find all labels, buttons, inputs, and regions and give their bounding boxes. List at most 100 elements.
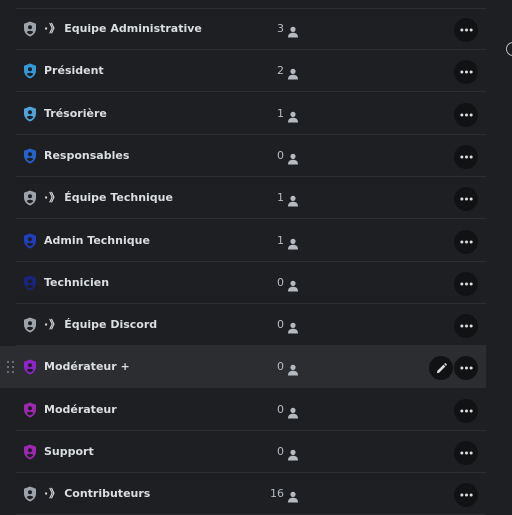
member-count: 0: [277, 148, 284, 162]
shield-icon: [23, 63, 37, 79]
role-prefix: ·》: [44, 22, 62, 35]
member-count: 1: [277, 106, 284, 120]
more-dots-icon: [459, 366, 473, 370]
role-row[interactable]: Support 0: [0, 431, 486, 473]
role-name: ·》 Équipe Discord: [44, 304, 157, 346]
more-options-button[interactable]: [454, 314, 478, 339]
role-row[interactable]: Trésorière 1: [0, 93, 486, 135]
more-options-button[interactable]: [454, 102, 478, 127]
role-row[interactable]: ·》 Équipe Technique 1: [0, 177, 486, 220]
role-name: Admin Technique: [44, 220, 150, 262]
person-icon: [287, 446, 299, 461]
member-count: 0: [277, 275, 284, 289]
more-options-button[interactable]: [454, 483, 478, 508]
role-name: Technicien: [44, 262, 109, 304]
more-dots-icon: [459, 155, 473, 159]
more-dots-icon: [459, 493, 473, 497]
member-count: 3: [277, 22, 284, 35]
role-name: Président: [44, 50, 104, 92]
more-options-button[interactable]: [454, 229, 478, 254]
person-icon: [287, 277, 299, 292]
more-options-button[interactable]: [454, 356, 478, 381]
person-icon: [287, 488, 299, 503]
role-row[interactable]: Président 2: [0, 50, 486, 93]
person-icon: [287, 361, 299, 376]
role-name-label: Responsables: [44, 148, 130, 162]
edit-role-button[interactable]: [429, 356, 453, 381]
member-count: 1: [277, 191, 284, 205]
person-icon: [287, 319, 299, 334]
drag-handle-icon[interactable]: [7, 361, 15, 373]
role-row[interactable]: Technicien 0: [0, 262, 486, 304]
row-divider: [16, 218, 486, 220]
role-row[interactable]: Admin Technique 1: [0, 220, 486, 262]
row-divider: [16, 345, 486, 347]
role-row[interactable]: ·》 Contributeurs 16: [0, 473, 486, 515]
shield-icon: [23, 233, 37, 249]
role-name-label: Trésorière: [44, 106, 107, 120]
role-name: ·》 Contributeurs: [44, 473, 150, 515]
role-row[interactable]: ·》 Équipe Discord 0: [0, 304, 486, 347]
member-count: 2: [277, 64, 284, 78]
shield-icon: [23, 106, 37, 122]
role-name: Support: [44, 431, 94, 473]
role-name-label: Contributeurs: [64, 487, 151, 501]
person-icon: [287, 65, 299, 80]
row-divider: [16, 472, 486, 473]
row-divider: [16, 91, 486, 93]
row-divider: [16, 429, 486, 431]
role-row[interactable]: ·》 Equipe Administrative 3: [0, 8, 486, 50]
role-name-label: Modérateur: [44, 402, 117, 416]
shield-icon: [23, 148, 37, 164]
member-count: 16: [270, 487, 284, 501]
role-name: Trésorière: [44, 93, 107, 135]
role-name: ·》 Equipe Administrative: [44, 8, 202, 50]
person-icon: [287, 150, 299, 165]
more-options-button[interactable]: [454, 144, 478, 169]
more-dots-icon: [459, 409, 473, 413]
more-options-button[interactable]: [454, 60, 478, 85]
role-name-label: Technicien: [44, 275, 110, 289]
member-count: 0: [277, 402, 284, 416]
role-name-label: Équipe Discord: [64, 318, 158, 332]
member-count: 0: [277, 318, 284, 332]
pencil-icon: [436, 363, 447, 374]
more-dots-icon: [459, 451, 473, 455]
row-divider: [16, 302, 486, 304]
member-count: 1: [277, 233, 284, 247]
more-options-button[interactable]: [454, 271, 478, 296]
role-name-label: Équipe Technique: [64, 191, 173, 205]
more-options-button[interactable]: [454, 187, 478, 212]
more-dots-icon: [459, 282, 473, 286]
role-name-label: Equipe Administrative: [64, 22, 202, 35]
role-name: Responsables: [44, 135, 129, 177]
role-row[interactable]: Modérateur 0: [0, 389, 486, 431]
shield-icon: [23, 190, 37, 206]
row-divider: [16, 260, 486, 262]
member-count: 0: [277, 360, 284, 374]
more-dots-icon: [459, 28, 473, 32]
person-icon: [287, 108, 299, 123]
person-icon: [287, 235, 299, 249]
more-options-button[interactable]: [454, 441, 478, 465]
divider: [16, 8, 486, 9]
more-options-button[interactable]: [454, 18, 478, 42]
more-dots-icon: [459, 70, 473, 74]
person-icon: [287, 192, 299, 207]
shield-icon: [23, 402, 37, 418]
role-name: Modérateur: [44, 389, 117, 431]
shield-icon: [23, 444, 37, 460]
row-divider: [16, 133, 486, 135]
more-options-button[interactable]: [454, 398, 478, 423]
role-name: ·》 Équipe Technique: [44, 177, 173, 219]
role-name: Modérateur +: [44, 346, 130, 388]
role-name-label: Président: [44, 64, 104, 78]
shield-icon: [23, 317, 37, 333]
more-dots-icon: [459, 197, 473, 201]
role-name-label: Support: [44, 445, 94, 458]
person-icon: [287, 23, 299, 38]
role-row[interactable]: Responsables 0: [0, 135, 486, 177]
more-dots-icon: [459, 113, 473, 117]
role-row[interactable]: Modérateur + 0: [0, 346, 486, 389]
row-divider: [16, 175, 486, 177]
